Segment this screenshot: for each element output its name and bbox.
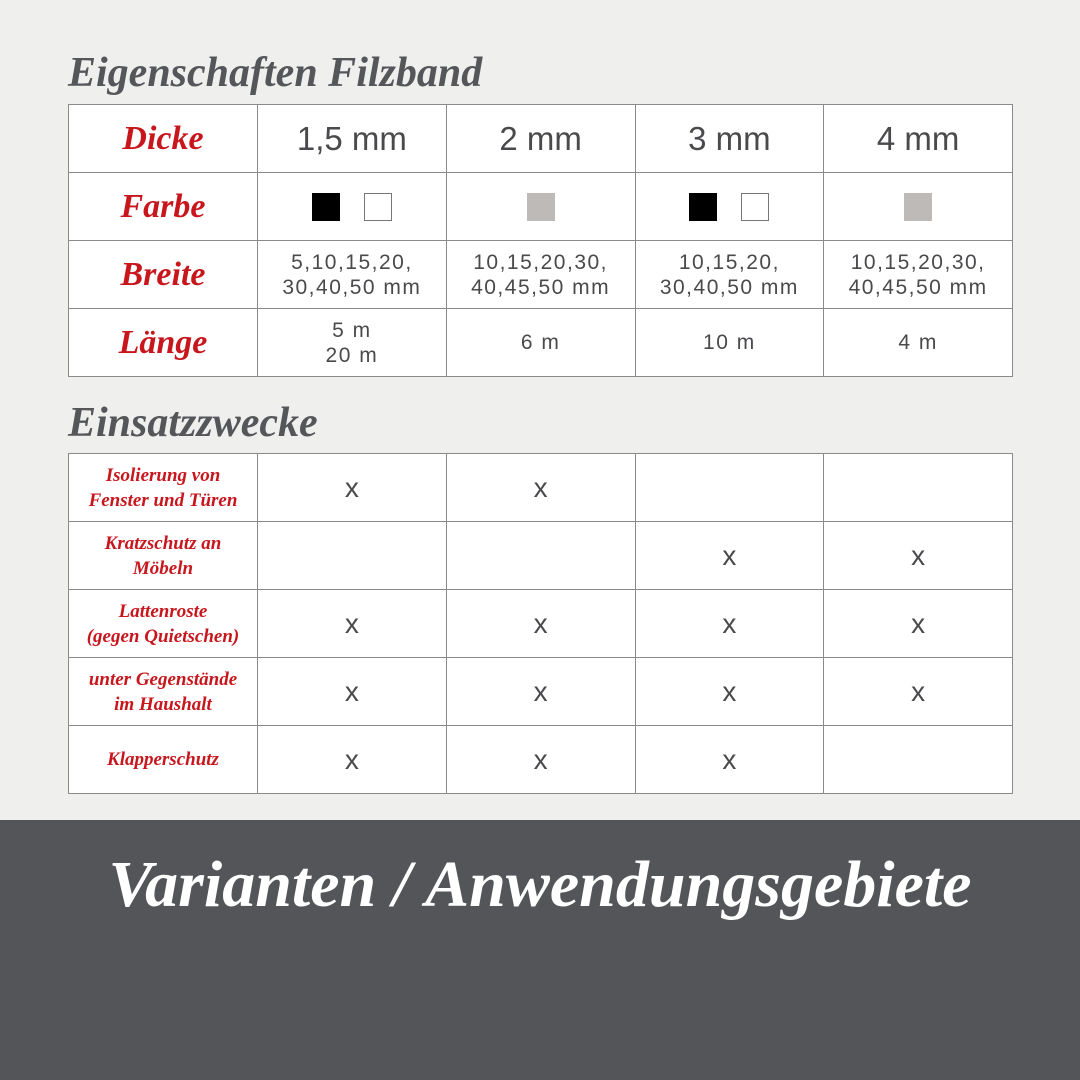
color-swatches [823, 172, 1013, 241]
table-row: Klapperschutz x x x [68, 725, 1013, 794]
uses-table: Isolierung von Fenster und Türen x x Kratzs… [68, 453, 1013, 794]
usage-mark: x [257, 453, 447, 522]
usage-mark [257, 521, 447, 590]
table-cell: 4 m [823, 308, 1013, 377]
table-row-farbe: Farbe [68, 172, 1013, 241]
properties-title: Eigenschaften Filzband [68, 50, 483, 96]
black-color-swatch [311, 192, 340, 221]
table-row: unter Gegenstände im Haushalt x x x x [68, 657, 1013, 726]
row-header: Farbe [68, 172, 258, 241]
usage-mark: x [257, 725, 447, 794]
table-cell: 2 mm [445, 104, 636, 173]
usage-mark: x [445, 657, 636, 726]
table-row-dicke: Dicke 1,5 mm 2 mm 3 mm 4 mm [68, 104, 1013, 173]
properties-table: Dicke 1,5 mm 2 mm 3 mm 4 mm Farbe Breite… [68, 104, 1013, 377]
usage-mark: x [445, 589, 636, 658]
table-cell: 5 m 20 m [257, 308, 447, 377]
table-row-laenge: Länge 5 m 20 m 6 m 10 m 4 m [68, 308, 1013, 377]
usage-mark [445, 521, 636, 590]
usage-mark [634, 453, 825, 522]
table-cell: 3 mm [634, 104, 825, 173]
grey-color-swatch [526, 192, 555, 221]
usage-mark: x [823, 589, 1013, 658]
white-color-swatch [363, 192, 392, 221]
uses-title: Einsatzzwecke [68, 400, 318, 446]
row-header: Lattenroste (gegen Quietschen) [68, 589, 258, 658]
color-swatches [257, 172, 447, 241]
grey-color-swatch [904, 192, 933, 221]
row-header: Isolierung von Fenster und Türen [68, 453, 258, 522]
table-cell: 10 m [634, 308, 825, 377]
row-header: Kratzschutz an Möbeln [68, 521, 258, 590]
row-header: Länge [68, 308, 258, 377]
table-cell: 10,15,20,30, 40,45,50 mm [823, 240, 1013, 309]
usage-mark: x [445, 453, 636, 522]
table-row-breite: Breite 5,10,15,20, 30,40,50 mm 10,15,20,… [68, 240, 1013, 309]
black-color-swatch [689, 192, 718, 221]
table-cell: 10,15,20, 30,40,50 mm [634, 240, 825, 309]
table-cell: 5,10,15,20, 30,40,50 mm [257, 240, 447, 309]
table-row: Lattenroste (gegen Quietschen) x x x x [68, 589, 1013, 658]
usage-mark: x [634, 657, 825, 726]
usage-mark: x [445, 725, 636, 794]
usage-mark [823, 453, 1013, 522]
table-row: Isolierung von Fenster und Türen x x [68, 453, 1013, 522]
usage-mark: x [257, 657, 447, 726]
usage-mark: x [634, 589, 825, 658]
table-cell: 6 m [445, 308, 636, 377]
table-cell: 10,15,20,30, 40,45,50 mm [445, 240, 636, 309]
usage-mark: x [257, 589, 447, 658]
usage-mark: x [823, 521, 1013, 590]
color-swatches [445, 172, 636, 241]
row-header: unter Gegenstände im Haushalt [68, 657, 258, 726]
row-header: Breite [68, 240, 258, 309]
row-header: Dicke [68, 104, 258, 173]
table-row: Kratzschutz an Möbeln x x [68, 521, 1013, 590]
banner [0, 820, 1080, 1080]
table-cell: 4 mm [823, 104, 1013, 173]
table-cell: 1,5 mm [257, 104, 447, 173]
white-color-swatch [741, 192, 770, 221]
row-header: Klapperschutz [68, 725, 258, 794]
usage-mark: x [634, 725, 825, 794]
banner-title: Varianten / Anwendungsgebiete [108, 848, 972, 921]
usage-mark [823, 725, 1013, 794]
color-swatches [634, 172, 825, 241]
usage-mark: x [823, 657, 1013, 726]
usage-mark: x [634, 521, 825, 590]
